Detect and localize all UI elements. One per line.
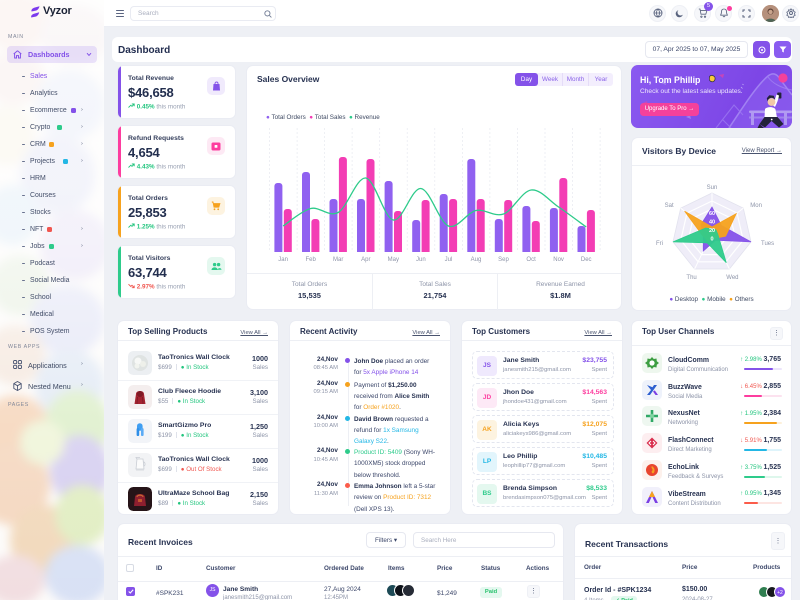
svg-text:Thu: Thu — [686, 275, 696, 281]
svg-text:Sep: Sep — [498, 257, 509, 263]
svg-text:May: May — [388, 257, 399, 263]
svg-text:Wed: Wed — [726, 275, 738, 281]
svg-text:Mar: Mar — [333, 257, 343, 263]
svg-text:Jan: Jan — [278, 257, 288, 263]
svg-text:20: 20 — [709, 228, 715, 234]
svg-text:40: 40 — [709, 220, 715, 226]
svg-text:Sat: Sat — [665, 203, 674, 209]
svg-text:Dec: Dec — [581, 257, 592, 263]
svg-text:Jun: Jun — [416, 257, 426, 263]
svg-text:Feb: Feb — [306, 257, 317, 263]
svg-text:Fri: Fri — [656, 241, 663, 247]
svg-text:Sun: Sun — [707, 185, 718, 191]
svg-text:Oct: Oct — [526, 257, 536, 263]
svg-text:Apr: Apr — [361, 257, 370, 263]
svg-text:Tues: Tues — [761, 241, 774, 247]
svg-text:60: 60 — [709, 211, 715, 217]
svg-text:Aug: Aug — [471, 257, 482, 263]
svg-text:Jul: Jul — [445, 257, 453, 263]
svg-text:Nov: Nov — [553, 257, 564, 263]
svg-text:0: 0 — [710, 237, 713, 243]
svg-text:Mon: Mon — [750, 203, 762, 209]
